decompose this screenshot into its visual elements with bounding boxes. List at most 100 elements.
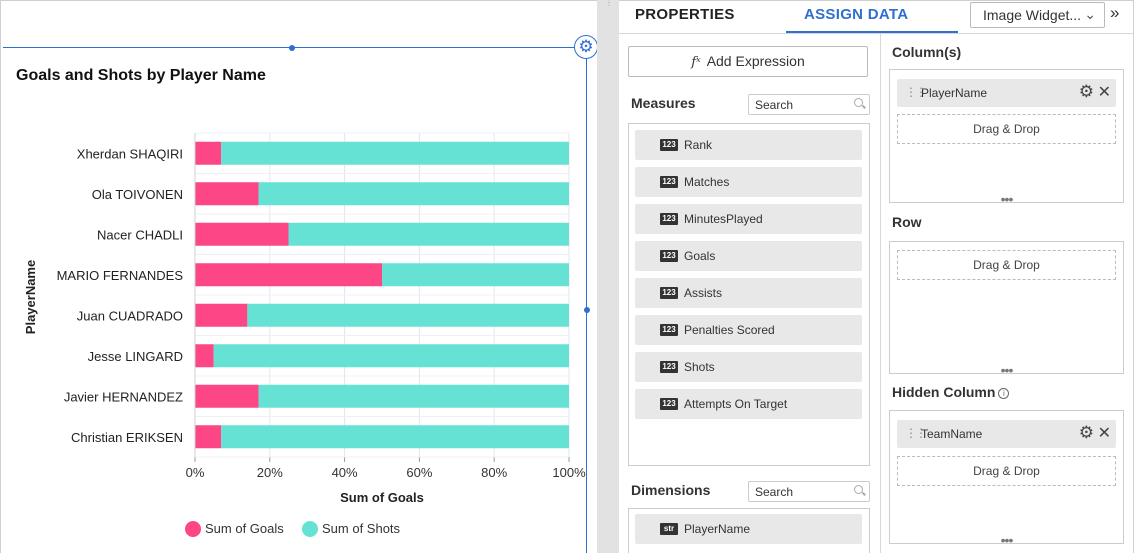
- number-type-icon: 123: [660, 324, 678, 336]
- drag-handle-icon[interactable]: ⋮⋮: [905, 85, 927, 99]
- bar-sum-of-goals: [195, 141, 222, 165]
- number-type-icon: 123: [660, 398, 678, 410]
- add-expression-button[interactable]: fˣ Add Expression: [628, 46, 868, 77]
- dimensions-search-placeholder: Search: [755, 485, 794, 499]
- y-tick-label: Ola TOIVONEN: [92, 187, 183, 202]
- bar-sum-of-goals: [195, 384, 259, 408]
- resize-handle-right[interactable]: [584, 307, 590, 313]
- column-chip-label: PlayerName: [921, 86, 988, 100]
- hidden-column-drop-zone[interactable]: Drag & Drop: [897, 456, 1116, 486]
- widget-settings-gear-icon[interactable]: ⚙: [574, 35, 598, 59]
- tab-assign-data[interactable]: ASSIGN DATA: [804, 6, 909, 23]
- measure-item-label: Shots: [684, 360, 715, 374]
- y-tick-label: Christian ERIKSEN: [71, 430, 183, 445]
- x-tick-label: 0%: [186, 465, 205, 480]
- gear-icon[interactable]: ⚙: [1078, 82, 1094, 101]
- tab-properties[interactable]: PROPERTIES: [635, 6, 735, 23]
- bar-sum-of-goals: [195, 182, 259, 206]
- measure-item[interactable]: 123 Rank: [635, 130, 862, 160]
- measures-search-placeholder: Search: [755, 98, 794, 112]
- widget-type-value: Image Widget...: [983, 7, 1082, 23]
- widget-type-dropdown[interactable]: Image Widget... ⌄: [970, 2, 1105, 28]
- bar-sum-of-shots: [288, 222, 569, 246]
- columns-drop-zone[interactable]: Drag & Drop: [897, 114, 1116, 144]
- dashboard-canvas: ⚙ Goals and Shots by Player Name 0% 20% 40…: [0, 0, 598, 553]
- measure-item-label: Rank: [684, 138, 713, 152]
- measure-item-label: Attempts On Target: [684, 397, 788, 411]
- measure-item[interactable]: 123 Goals: [635, 241, 862, 271]
- search-icon: [854, 485, 863, 494]
- properties-panel: PROPERTIES ASSIGN DATA Image Widget... ⌄…: [619, 0, 1134, 553]
- y-tick-label: Xherdan SHAQIRI: [77, 146, 183, 161]
- chart-title: Goals and Shots by Player Name: [16, 67, 266, 84]
- x-tick-label: 100%: [552, 465, 586, 480]
- panel-splitter[interactable]: ⋮: [597, 0, 619, 553]
- dimensions-list[interactable]: str PlayerName: [628, 508, 870, 553]
- hidden-column-label: Hidden Column i: [892, 384, 1010, 400]
- bar-sum-of-goals: [195, 344, 214, 368]
- legend-label: Sum of Goals: [205, 521, 284, 536]
- x-tick-label: 40%: [332, 465, 358, 480]
- measure-item[interactable]: 123 Assists: [635, 278, 862, 308]
- measures-search-input[interactable]: Search: [748, 94, 870, 115]
- string-type-icon: str: [660, 523, 678, 535]
- x-tick-label: 80%: [481, 465, 507, 480]
- panel-tabs: PROPERTIES ASSIGN DATA Image Widget... ⌄…: [619, 1, 1134, 34]
- function-icon: fˣ: [691, 55, 701, 70]
- bar-sum-of-shots: [213, 344, 569, 368]
- dimensions-label: Dimensions: [631, 482, 711, 498]
- bar-sum-of-shots: [221, 425, 569, 449]
- measures-list[interactable]: 123 Rank 123 Matches 123 MinutesPlayed 123 Goal…: [628, 123, 870, 466]
- number-type-icon: 123: [660, 213, 678, 225]
- drag-handle-icon[interactable]: ⋮⋮: [905, 426, 927, 440]
- measure-item[interactable]: 123 Penalties Scored: [635, 315, 862, 345]
- gear-icon[interactable]: ⚙: [1078, 423, 1094, 442]
- row-drop-zone[interactable]: Drag & Drop: [897, 250, 1116, 280]
- number-type-icon: 123: [660, 361, 678, 373]
- bar-sum-of-goals: [195, 303, 248, 327]
- number-type-icon: 123: [660, 139, 678, 151]
- close-icon[interactable]: ✕: [1097, 84, 1111, 101]
- y-axis-title: PlayerName: [23, 260, 38, 334]
- bar-sum-of-shots: [221, 141, 569, 165]
- active-tab-indicator: [786, 31, 958, 33]
- measure-item[interactable]: 123 MinutesPlayed: [635, 204, 862, 234]
- legend-label: Sum of Shots: [322, 521, 401, 536]
- resize-handle-top[interactable]: [289, 45, 295, 51]
- bar-sum-of-shots: [382, 263, 569, 287]
- bar-sum-of-goals: [195, 425, 222, 449]
- dimension-item[interactable]: str PlayerName: [635, 514, 862, 544]
- dimensions-search-input[interactable]: Search: [748, 481, 870, 502]
- resize-dots-icon[interactable]: •••: [1000, 532, 1014, 548]
- hidden-column-chip-teamname[interactable]: ⋮⋮ TeamName ⚙ ✕: [897, 420, 1116, 448]
- measure-item[interactable]: 123 Attempts On Target: [635, 389, 862, 419]
- y-tick-label: MARIO FERNANDES: [57, 268, 184, 283]
- chevron-down-icon: ⌄: [1084, 6, 1096, 22]
- bar-sum-of-shots: [247, 303, 570, 327]
- measure-item[interactable]: 123 Matches: [635, 167, 862, 197]
- bar-sum-of-shots: [258, 182, 569, 206]
- x-tick-label: 60%: [406, 465, 432, 480]
- hidden-column-box[interactable]: ⋮⋮ TeamName ⚙ ✕ Drag & Drop •••: [889, 410, 1124, 548]
- resize-dots-icon[interactable]: •••: [1000, 362, 1014, 378]
- measure-item[interactable]: 123 Shots: [635, 352, 862, 382]
- measure-item-label: Matches: [684, 175, 730, 189]
- y-tick-label: Nacer CHADLI: [97, 227, 183, 242]
- info-icon[interactable]: i: [998, 388, 1010, 399]
- row-box[interactable]: Drag & Drop •••: [889, 241, 1124, 378]
- chart-widget[interactable]: [3, 47, 587, 553]
- row-label: Row: [892, 214, 922, 230]
- column-chip-playername[interactable]: ⋮⋮ PlayerName ⚙ ✕: [897, 79, 1116, 107]
- y-tick-label: Jesse LINGARD: [88, 349, 183, 364]
- stacked-bar-chart: 0% 20% 40% 60% 80% 100% Xherdan SHAQIRI Ola TOI…: [23, 132, 586, 537]
- dimension-item-label: PlayerName: [684, 522, 751, 536]
- x-axis-title: Sum of Goals: [340, 490, 424, 505]
- number-type-icon: 123: [660, 176, 678, 188]
- search-icon: [854, 98, 863, 107]
- expand-panel-icon[interactable]: »: [1110, 3, 1120, 22]
- bar-sum-of-goals: [195, 263, 382, 287]
- close-icon[interactable]: ✕: [1097, 425, 1111, 442]
- y-tick-label: Juan CUADRADO: [77, 308, 183, 323]
- columns-box[interactable]: ⋮⋮ PlayerName ⚙ ✕ Drag & Drop •••: [889, 69, 1124, 207]
- resize-dots-icon[interactable]: •••: [1000, 191, 1014, 207]
